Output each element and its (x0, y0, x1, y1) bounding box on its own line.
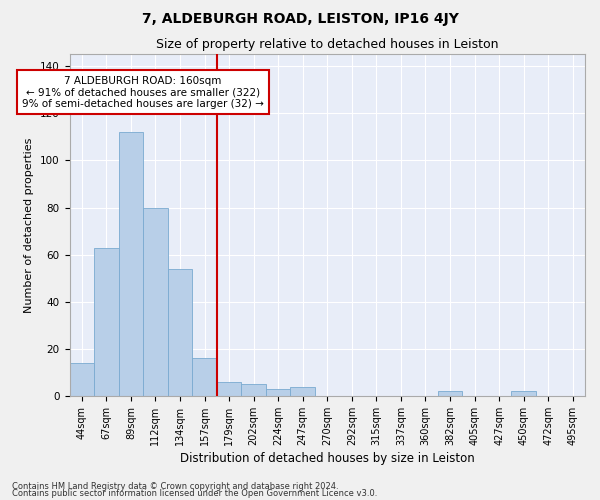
Bar (438, 391, 462, 396)
Bar (290, 386, 315, 396)
Bar (167, 269, 192, 396)
Text: Contains public sector information licensed under the Open Government Licence v3: Contains public sector information licen… (12, 489, 377, 498)
Bar (511, 391, 536, 396)
Text: 7, ALDEBURGH ROAD, LEISTON, IP16 4JY: 7, ALDEBURGH ROAD, LEISTON, IP16 4JY (142, 12, 458, 26)
Bar (192, 358, 217, 396)
Bar (143, 208, 167, 396)
Bar (241, 384, 266, 396)
Text: Contains HM Land Registry data © Crown copyright and database right 2024.: Contains HM Land Registry data © Crown c… (12, 482, 338, 491)
Bar (70, 363, 94, 396)
Bar (119, 132, 143, 396)
Bar (94, 248, 119, 396)
Title: Size of property relative to detached houses in Leiston: Size of property relative to detached ho… (156, 38, 499, 51)
Bar (266, 389, 290, 396)
Y-axis label: Number of detached properties: Number of detached properties (25, 138, 34, 313)
Text: 7 ALDEBURGH ROAD: 160sqm
← 91% of detached houses are smaller (322)
9% of semi-d: 7 ALDEBURGH ROAD: 160sqm ← 91% of detach… (22, 76, 264, 109)
Bar (217, 382, 241, 396)
X-axis label: Distribution of detached houses by size in Leiston: Distribution of detached houses by size … (180, 452, 475, 465)
